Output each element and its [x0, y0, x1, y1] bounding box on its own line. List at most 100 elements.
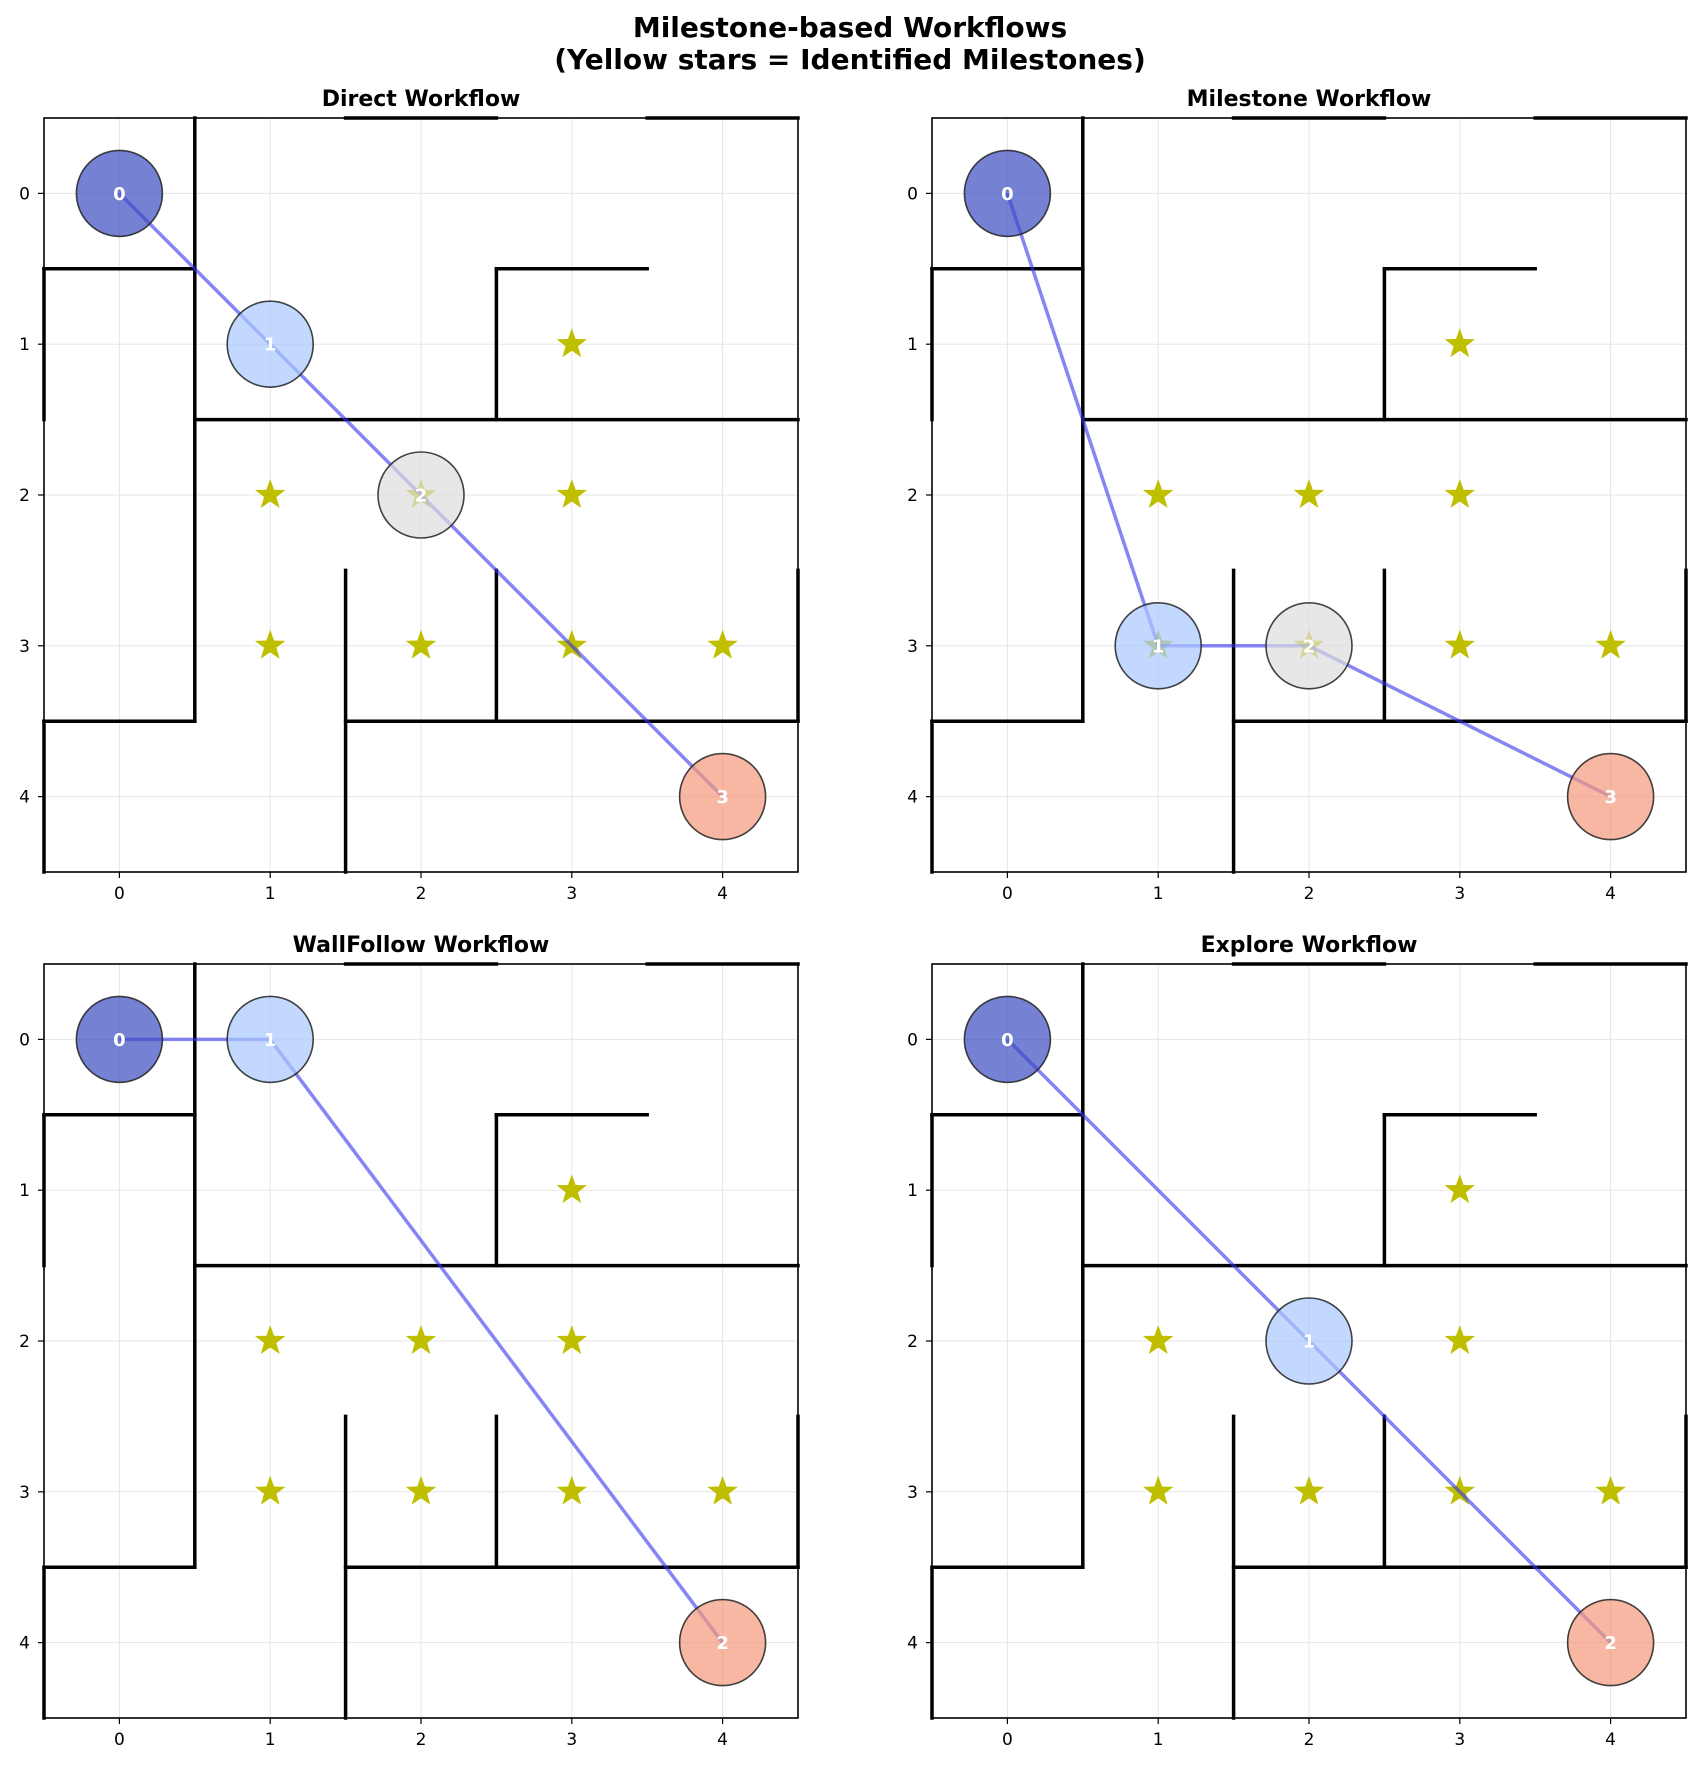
- milestone-star-icon: [556, 1475, 588, 1505]
- waypoint-marker: [1265, 1297, 1353, 1385]
- waypoint-label: 3: [716, 787, 729, 808]
- y-tick-label: 4: [907, 788, 918, 808]
- waypoint-label: 1: [264, 1030, 277, 1051]
- x-tick-label: 2: [1304, 1730, 1315, 1750]
- milestone-star-icon: [1444, 629, 1476, 659]
- x-tick-label: 2: [1304, 884, 1315, 904]
- panel-title: Explore Workflow: [1201, 933, 1418, 958]
- milestone-star-icon: [556, 479, 588, 508]
- milestone-star-icon: [556, 328, 588, 358]
- waypoint-label: 2: [415, 486, 428, 507]
- y-tick-label: 3: [907, 637, 918, 657]
- waypoint-marker: [963, 149, 1052, 238]
- waypoint-marker: [75, 149, 164, 238]
- milestone-star-icon: [1142, 1475, 1174, 1505]
- y-tick-label: 3: [19, 637, 30, 657]
- y-tick-label: 1: [19, 1181, 30, 1201]
- milestone-star-icon: [405, 1475, 437, 1505]
- y-tick-label: 3: [907, 1483, 918, 1503]
- path-line: [118, 192, 724, 798]
- y-tick-label: 4: [19, 1634, 30, 1654]
- milestone-star-icon: [1293, 1475, 1325, 1505]
- waypoint-label: 2: [716, 1633, 729, 1654]
- y-tick-label: 4: [907, 1634, 918, 1654]
- x-tick-label: 0: [114, 884, 125, 904]
- waypoint-label: 1: [1303, 1332, 1316, 1353]
- y-tick-label: 2: [19, 486, 30, 506]
- milestone-star-icon: [405, 1325, 437, 1354]
- milestone-star-icon: [1142, 1325, 1174, 1354]
- milestone-star-icon: [254, 629, 286, 659]
- waypoint-marker: [226, 995, 315, 1084]
- waypoint-label: 1: [1152, 636, 1165, 657]
- milestone-star-icon: [1444, 1325, 1476, 1354]
- y-tick-label: 3: [19, 1483, 30, 1503]
- x-tick-label: 2: [416, 1730, 427, 1750]
- waypoint-label: 3: [1604, 787, 1617, 808]
- waypoint-marker: [1265, 601, 1353, 690]
- milestone-star-icon: [556, 1325, 588, 1354]
- panel-4: 0 1 2 0 1 2 3 4 0 1 2 3 4 Explore Workflow: [907, 933, 1688, 1750]
- waypoint-marker: [678, 752, 767, 841]
- panels: 0 1 2 3 0 1 2 3 4 0 1 2 3 4 Direct Workflow 0 1 2 3 0 1 2 3 4 0 1…: [19, 87, 1688, 1750]
- y-tick-label: 1: [19, 335, 30, 355]
- waypoint-label: 0: [113, 184, 126, 205]
- figure-title-line-1: Milestone-based Workflows: [633, 11, 1067, 44]
- x-tick-label: 4: [717, 1730, 728, 1750]
- waypoint-marker: [75, 995, 164, 1084]
- y-tick-label: 1: [907, 1181, 918, 1201]
- milestone-star-icon: [254, 1325, 286, 1354]
- milestone-star-icon: [1293, 479, 1325, 508]
- milestone-star-icon: [405, 629, 437, 659]
- waypoint-label: 2: [1604, 1633, 1617, 1654]
- milestone-star-icon: [556, 1174, 588, 1204]
- panel-3: 0 1 2 0 1 2 3 4 0 1 2 3 4 WallFollow Workflow: [19, 933, 800, 1750]
- y-tick-label: 0: [19, 1030, 30, 1050]
- x-tick-label: 0: [1002, 1730, 1013, 1750]
- x-tick-label: 4: [717, 884, 728, 904]
- milestone-star-icon: [1444, 1174, 1476, 1204]
- figure-title-line-2: (Yellow stars = Identified Milestones): [554, 43, 1146, 76]
- x-tick-label: 4: [1605, 884, 1616, 904]
- x-tick-label: 2: [416, 884, 427, 904]
- x-tick-label: 3: [1454, 1730, 1465, 1750]
- y-tick-label: 0: [907, 184, 918, 204]
- x-tick-label: 3: [566, 1730, 577, 1750]
- waypoint-marker: [678, 1598, 767, 1687]
- waypoint-marker: [377, 451, 465, 539]
- x-tick-label: 1: [1153, 1730, 1164, 1750]
- milestone-star-icon: [254, 479, 286, 508]
- path-line: [1005, 192, 1612, 799]
- y-tick-label: 2: [907, 1332, 918, 1352]
- milestone-star-icon: [707, 1475, 738, 1505]
- x-tick-label: 0: [114, 1730, 125, 1750]
- milestone-star-icon: [1444, 328, 1476, 358]
- waypoint-marker: [1566, 1598, 1655, 1687]
- x-tick-label: 1: [1153, 884, 1164, 904]
- panel-title: Direct Workflow: [322, 87, 521, 112]
- panel-title: WallFollow Workflow: [293, 933, 550, 958]
- panel-2: 0 1 2 3 0 1 2 3 4 0 1 2 3 4 Milestone Workflow: [907, 87, 1688, 904]
- milestone-star-icon: [707, 629, 738, 659]
- milestone-star-icon: [1595, 629, 1626, 659]
- waypoint-marker: [1114, 601, 1202, 690]
- waypoint-label: 1: [264, 335, 277, 356]
- x-tick-label: 3: [566, 884, 577, 904]
- waypoint-label: 0: [1001, 184, 1014, 205]
- x-tick-label: 4: [1605, 1730, 1616, 1750]
- x-tick-label: 0: [1002, 884, 1013, 904]
- y-tick-label: 0: [19, 184, 30, 204]
- waypoint-marker: [963, 995, 1052, 1084]
- x-tick-label: 1: [265, 1730, 276, 1750]
- x-tick-label: 1: [265, 884, 276, 904]
- milestone-star-icon: [1595, 1475, 1626, 1505]
- waypoint-marker: [226, 300, 315, 389]
- waypoint-label: 0: [1001, 1030, 1014, 1051]
- y-tick-label: 1: [907, 335, 918, 355]
- y-tick-label: 4: [19, 788, 30, 808]
- y-tick-label: 2: [907, 486, 918, 506]
- milestone-star-icon: [1142, 479, 1174, 508]
- waypoint-label: 2: [1303, 636, 1316, 657]
- panel-title: Milestone Workflow: [1187, 87, 1432, 112]
